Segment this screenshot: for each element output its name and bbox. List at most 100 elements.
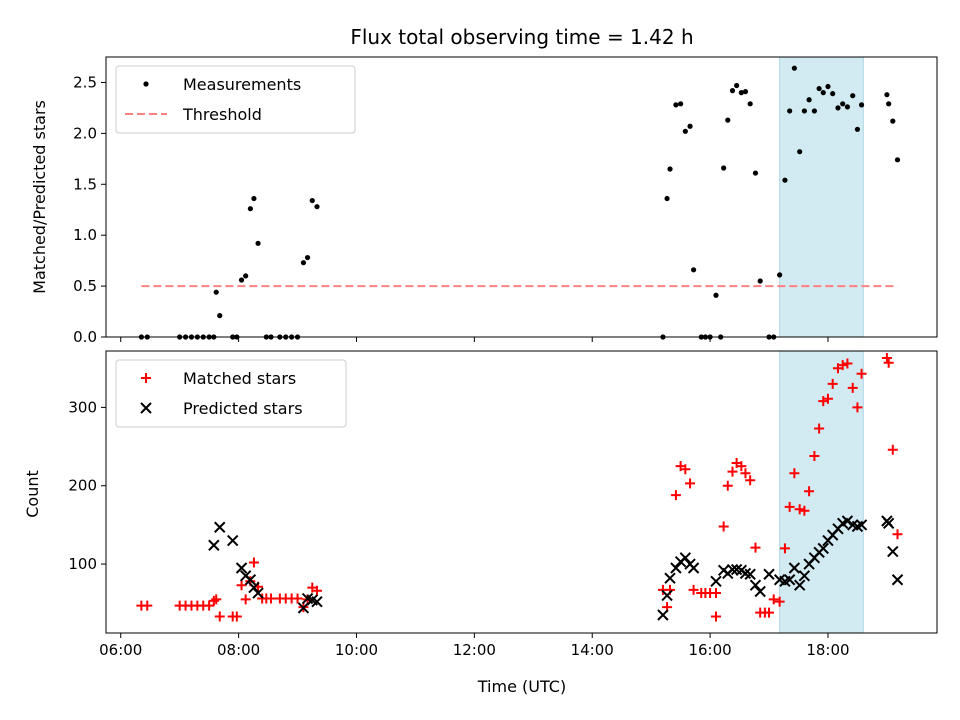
data-point	[890, 118, 896, 124]
data-point	[266, 593, 277, 604]
panel-ratio: 0.0 0.5 1.0 1.5 2.0 2.5 Measurements Threshold	[73, 56, 938, 346]
data-point	[314, 204, 320, 210]
data-point	[678, 101, 684, 107]
x-tick-label: 12:00	[453, 641, 496, 659]
data-point	[820, 90, 826, 96]
highlight-span	[779, 350, 864, 634]
x-tick-label: 14:00	[571, 641, 614, 659]
y-tick-label: 2.0	[73, 124, 97, 142]
y-tick-label: 1.5	[73, 175, 97, 193]
data-point	[844, 104, 851, 110]
y-tick-label: 2.5	[73, 73, 97, 91]
data-point	[664, 572, 676, 584]
y-tick-label: 100	[68, 555, 97, 573]
data-point	[227, 534, 239, 547]
data-point	[777, 272, 783, 278]
data-point	[213, 289, 219, 295]
legend: Measurements Threshold	[115, 65, 356, 134]
data-point	[817, 542, 829, 555]
data-point	[661, 589, 673, 602]
data-point	[738, 90, 744, 96]
data-point	[774, 596, 785, 607]
data-point	[682, 128, 688, 134]
data-point	[882, 517, 895, 530]
axes-frame	[105, 56, 938, 338]
data-point	[729, 88, 736, 94]
data-point	[204, 600, 215, 611]
data-point	[742, 89, 749, 95]
data-point	[856, 368, 867, 379]
data-point	[799, 505, 810, 516]
data-point	[214, 611, 225, 622]
data-point	[745, 475, 756, 486]
data-point	[240, 594, 251, 605]
y-axis-label-top: Matched/Predicted stars	[30, 100, 49, 294]
legend-marker	[140, 402, 152, 414]
data-point	[252, 587, 264, 599]
data-point	[887, 545, 899, 558]
data-point	[740, 468, 751, 479]
data-point	[830, 91, 836, 97]
data-point	[764, 607, 775, 618]
data-point	[757, 278, 763, 284]
data-point	[837, 360, 848, 371]
data-point	[297, 602, 310, 614]
data-point	[804, 486, 815, 497]
data-point	[243, 273, 249, 279]
data-point	[710, 588, 721, 599]
data-point	[690, 267, 697, 273]
y-tick-label: 1.0	[73, 226, 97, 244]
data-point	[840, 101, 846, 107]
data-point	[842, 358, 853, 369]
legend-box	[115, 359, 347, 428]
data-point	[657, 609, 669, 621]
data-point	[811, 108, 818, 114]
data-point	[255, 240, 261, 246]
y-tick-label: 0.0	[73, 328, 97, 346]
data-point	[238, 277, 245, 283]
data-point	[744, 568, 756, 580]
data-point	[292, 593, 303, 604]
data-point	[231, 611, 242, 622]
plot-area	[136, 353, 904, 622]
legend-label: Measurements	[183, 75, 301, 94]
data-point	[727, 466, 738, 477]
data-point	[892, 529, 903, 540]
data-point	[685, 478, 696, 489]
data-point	[211, 594, 222, 605]
data-point	[679, 552, 692, 564]
data-point	[894, 157, 901, 163]
data-point	[825, 83, 831, 90]
data-point	[687, 123, 693, 129]
legend: Matched stars Predicted stars	[115, 359, 347, 428]
x-tick-label: 18:00	[806, 641, 849, 659]
data-point	[827, 378, 838, 389]
data-point	[791, 65, 797, 71]
data-point	[718, 521, 729, 532]
data-point	[801, 108, 807, 114]
data-point	[664, 195, 670, 202]
data-point	[797, 149, 803, 155]
data-point	[721, 165, 727, 171]
data-point	[142, 600, 153, 611]
data-point	[835, 105, 841, 111]
data-point	[794, 504, 805, 515]
data-point	[858, 102, 865, 108]
data-point	[244, 574, 257, 586]
data-point	[670, 562, 682, 574]
data-point	[855, 519, 868, 531]
data-point	[822, 393, 833, 404]
data-point	[886, 101, 892, 107]
data-point	[852, 402, 863, 413]
data-point	[816, 85, 822, 92]
data-point	[722, 480, 733, 491]
x-tick-label: 10:00	[335, 641, 378, 659]
data-point	[750, 542, 761, 553]
x-tick-label: 06:00	[99, 641, 142, 659]
series-matched-stars	[136, 353, 903, 622]
data-point	[754, 585, 766, 598]
x-axis-label: Time (UTC)	[477, 677, 566, 696]
data-point	[789, 468, 800, 479]
data-point	[309, 197, 315, 204]
